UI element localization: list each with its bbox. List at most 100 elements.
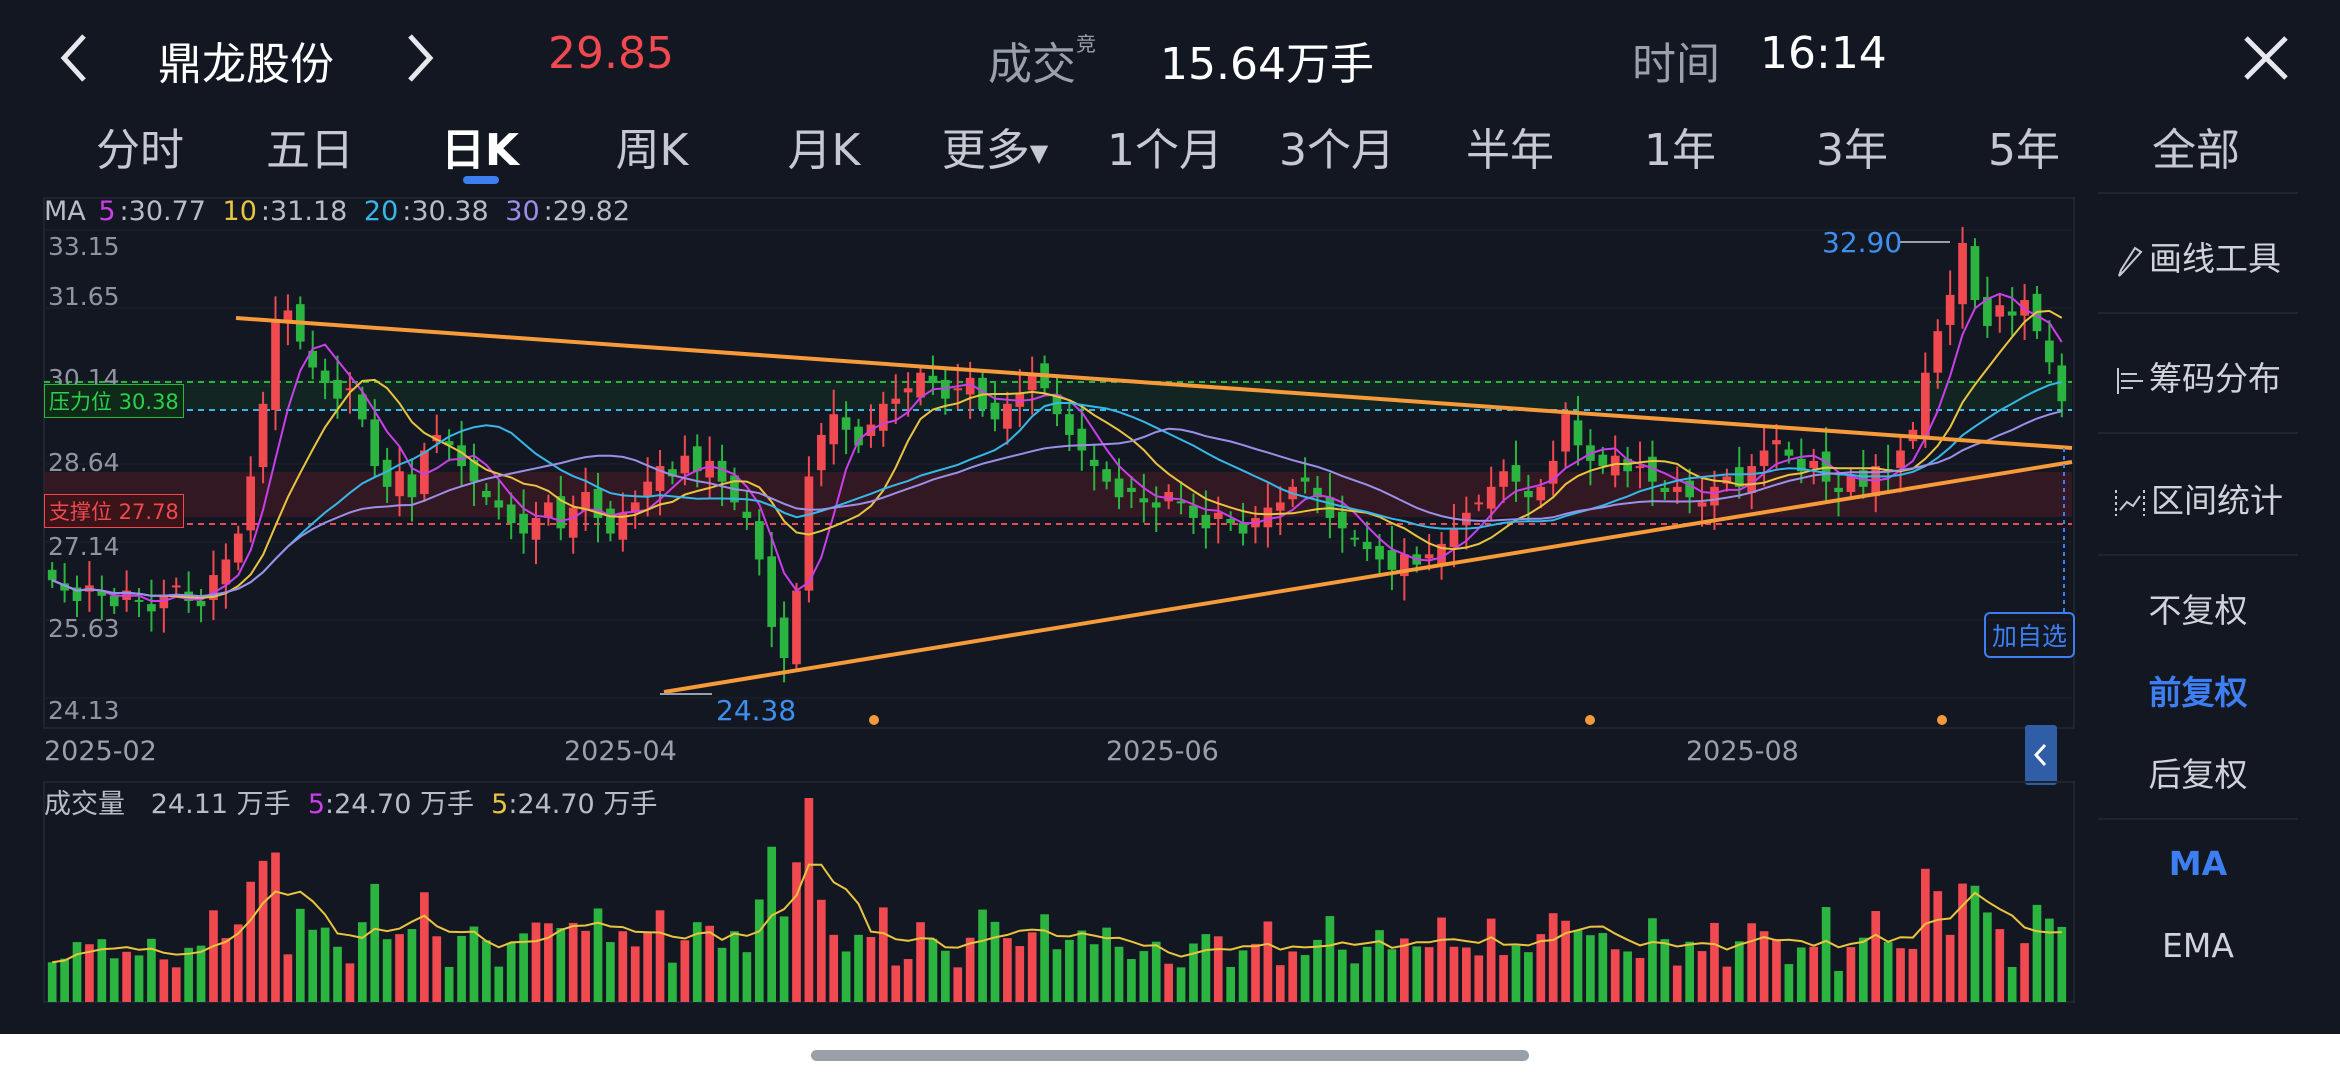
upper-trendline [235, 316, 2073, 450]
tab-3-month[interactable]: 3个月 [1279, 125, 1395, 176]
candle [1784, 449, 1794, 456]
y-tick: 28.64 [48, 448, 120, 477]
add-favorite-button[interactable]: 加自选 [1984, 612, 2076, 658]
candle [544, 502, 553, 518]
candlestick-chart[interactable] [0, 192, 2090, 792]
tab-daily-k[interactable]: 日K [440, 125, 520, 176]
draw-tool-button[interactable]: 画线工具 [2098, 232, 2298, 280]
candle [1449, 528, 1459, 548]
header-bar: 鼎龙股份 29.85 成交竞 15.64万手 时间 16:14 [0, 0, 2340, 115]
volume-bar [1027, 932, 1037, 1002]
volume-bar [519, 933, 528, 1002]
chevron-left-icon[interactable] [54, 30, 94, 86]
close-icon[interactable] [2242, 34, 2290, 82]
candle [109, 595, 119, 607]
candle [1809, 460, 1819, 469]
forward-adjust-option[interactable]: 前复权 [2148, 673, 2248, 712]
volume-bar [1511, 945, 1521, 1002]
candle [556, 496, 566, 529]
volume-chart[interactable] [0, 778, 2090, 1008]
volume-bar [779, 916, 789, 1002]
volume-bar [47, 962, 57, 1002]
candle [1462, 512, 1471, 526]
volume-bar [618, 931, 628, 1002]
volume-bar [544, 923, 553, 1002]
chip-distribution-button[interactable]: 筹码分布 [2098, 352, 2298, 400]
ema-indicator-option[interactable]: EMA [2162, 926, 2234, 965]
tab-fenshi[interactable]: 分时 [96, 125, 184, 176]
volume-bar [1747, 923, 1757, 1002]
volume-bar [1337, 949, 1347, 1002]
side-panel: 画线工具 筹码分布 区间统计 不复权 前复权 后复权 MA EMA [2098, 192, 2298, 1002]
candle [1003, 403, 1012, 429]
collapse-panel-button[interactable] [2025, 725, 2057, 785]
home-indicator[interactable] [811, 1050, 1529, 1061]
candle [1734, 467, 1744, 487]
volume-bar [1821, 907, 1831, 1002]
volume-value: 15.64万手 [1160, 39, 1374, 90]
volume-bar [1089, 944, 1099, 1002]
candle [1065, 414, 1074, 435]
chevron-left-icon [2033, 743, 2047, 767]
volume-bar [2045, 918, 2054, 1002]
x-tick: 2025-06 [1106, 736, 1219, 767]
tab-weekly-k[interactable]: 周K [615, 125, 689, 176]
candle [779, 617, 789, 659]
candle [1821, 451, 1831, 482]
tab-3-year[interactable]: 3年 [1816, 125, 1888, 176]
tab-half-year[interactable]: 半年 [1466, 125, 1554, 176]
volume-bar [1015, 946, 1025, 1002]
interval-icon [2115, 489, 2145, 516]
candle [928, 375, 938, 384]
candle [829, 414, 839, 445]
candle [482, 490, 491, 498]
volume-bar [1040, 914, 1049, 1002]
tab-1-year[interactable]: 1年 [1644, 125, 1716, 176]
candle [233, 533, 243, 563]
volume-bar [209, 910, 218, 1002]
candle [258, 403, 268, 468]
volume-bar [122, 951, 131, 1002]
ma10-legend: 10:31.18 [222, 196, 348, 227]
volume-bar [1945, 934, 1955, 1002]
candle [1660, 487, 1670, 493]
ma30-legend: 30:29.82 [505, 196, 631, 227]
volume-bar [246, 881, 256, 1002]
candle [1474, 502, 1484, 505]
tab-more[interactable]: 更多▼ [941, 125, 1049, 176]
candle [2007, 311, 2017, 316]
interval-stats-button[interactable]: 区间统计 [2098, 474, 2298, 522]
ma-indicator-option[interactable]: MA [2168, 844, 2228, 883]
volume-bar [1561, 920, 1570, 1002]
volume-bar [221, 938, 231, 1002]
candle [593, 488, 603, 518]
chevron-right-icon[interactable] [400, 30, 440, 86]
tab-1-month[interactable]: 1个月 [1107, 125, 1223, 176]
no-adjust-option[interactable]: 不复权 [2148, 591, 2248, 630]
volume-bar [1834, 970, 1843, 1002]
candle [1635, 466, 1645, 469]
tab-wuri[interactable]: 五日 [266, 125, 354, 176]
candle [705, 460, 715, 478]
tab-5-year[interactable]: 5年 [1988, 125, 2060, 176]
volume-bar [407, 929, 417, 1002]
y-tick: 25.63 [48, 614, 120, 643]
tab-monthly-k[interactable]: 月K [787, 125, 861, 176]
candle [345, 388, 355, 391]
volume-bar [1164, 963, 1173, 1002]
volume-bar [1437, 917, 1446, 1002]
volume-bar [85, 944, 94, 1002]
volume-bar [457, 935, 466, 1002]
volume-bar [482, 940, 491, 1002]
candle [1858, 470, 1868, 487]
event-dot [869, 715, 879, 725]
candle [816, 434, 826, 471]
volume-bar [1499, 955, 1508, 1002]
volume-bar [1883, 942, 1893, 1002]
tab-all[interactable]: 全部 [2152, 125, 2240, 176]
vol-ma5b-legend: 5:24.70 万手 [491, 789, 658, 820]
candle [2045, 340, 2054, 363]
volume-bar [680, 940, 690, 1002]
time-value: 16:14 [1760, 28, 1887, 79]
backward-adjust-option[interactable]: 后复权 [2148, 755, 2248, 794]
